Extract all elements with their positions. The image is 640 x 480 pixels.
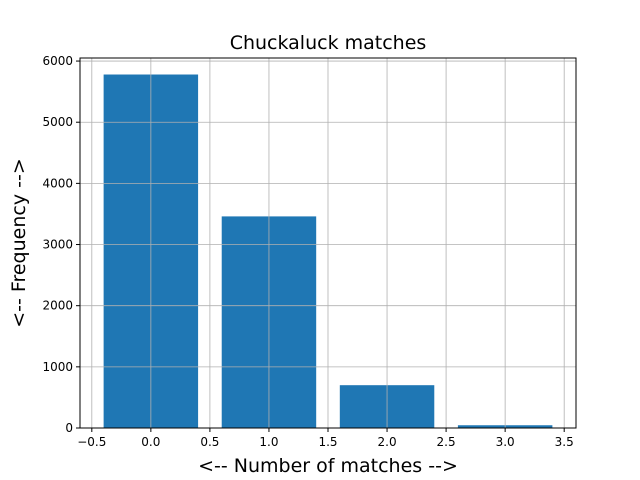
grid-lines	[80, 58, 576, 429]
x-tick-label: 0.0	[141, 435, 160, 449]
y-tick-label: 1000	[42, 360, 73, 374]
y-tick-label: 5000	[42, 115, 73, 129]
x-tick-label: 0.5	[200, 435, 219, 449]
x-tick-label: 1.5	[318, 435, 337, 449]
x-tick-label: −0.5	[77, 435, 106, 449]
x-tick-label: 2.5	[437, 435, 456, 449]
x-tick-label: 3.5	[555, 435, 574, 449]
x-axis-label: <-- Number of matches -->	[198, 455, 458, 477]
x-tick-label: 2.0	[378, 435, 397, 449]
y-tick-label: 3000	[42, 238, 73, 252]
chart-title: Chuckaluck matches	[230, 32, 427, 54]
y-tick-label: 2000	[42, 299, 73, 313]
y-tick-label: 0	[65, 421, 73, 435]
y-axis-label: <-- Frequency -->	[8, 158, 30, 328]
y-tick-label: 6000	[42, 54, 73, 68]
x-tick-label: 3.0	[496, 435, 515, 449]
x-axis-ticks: −0.5 0.0 0.5 1.0 1.5 2.0 2.5 3.0 3.5	[77, 428, 574, 449]
x-tick-label: 1.0	[259, 435, 278, 449]
y-axis-ticks: 0 1000 2000 3000 4000 5000 6000	[42, 54, 80, 435]
y-tick-label: 4000	[42, 176, 73, 190]
